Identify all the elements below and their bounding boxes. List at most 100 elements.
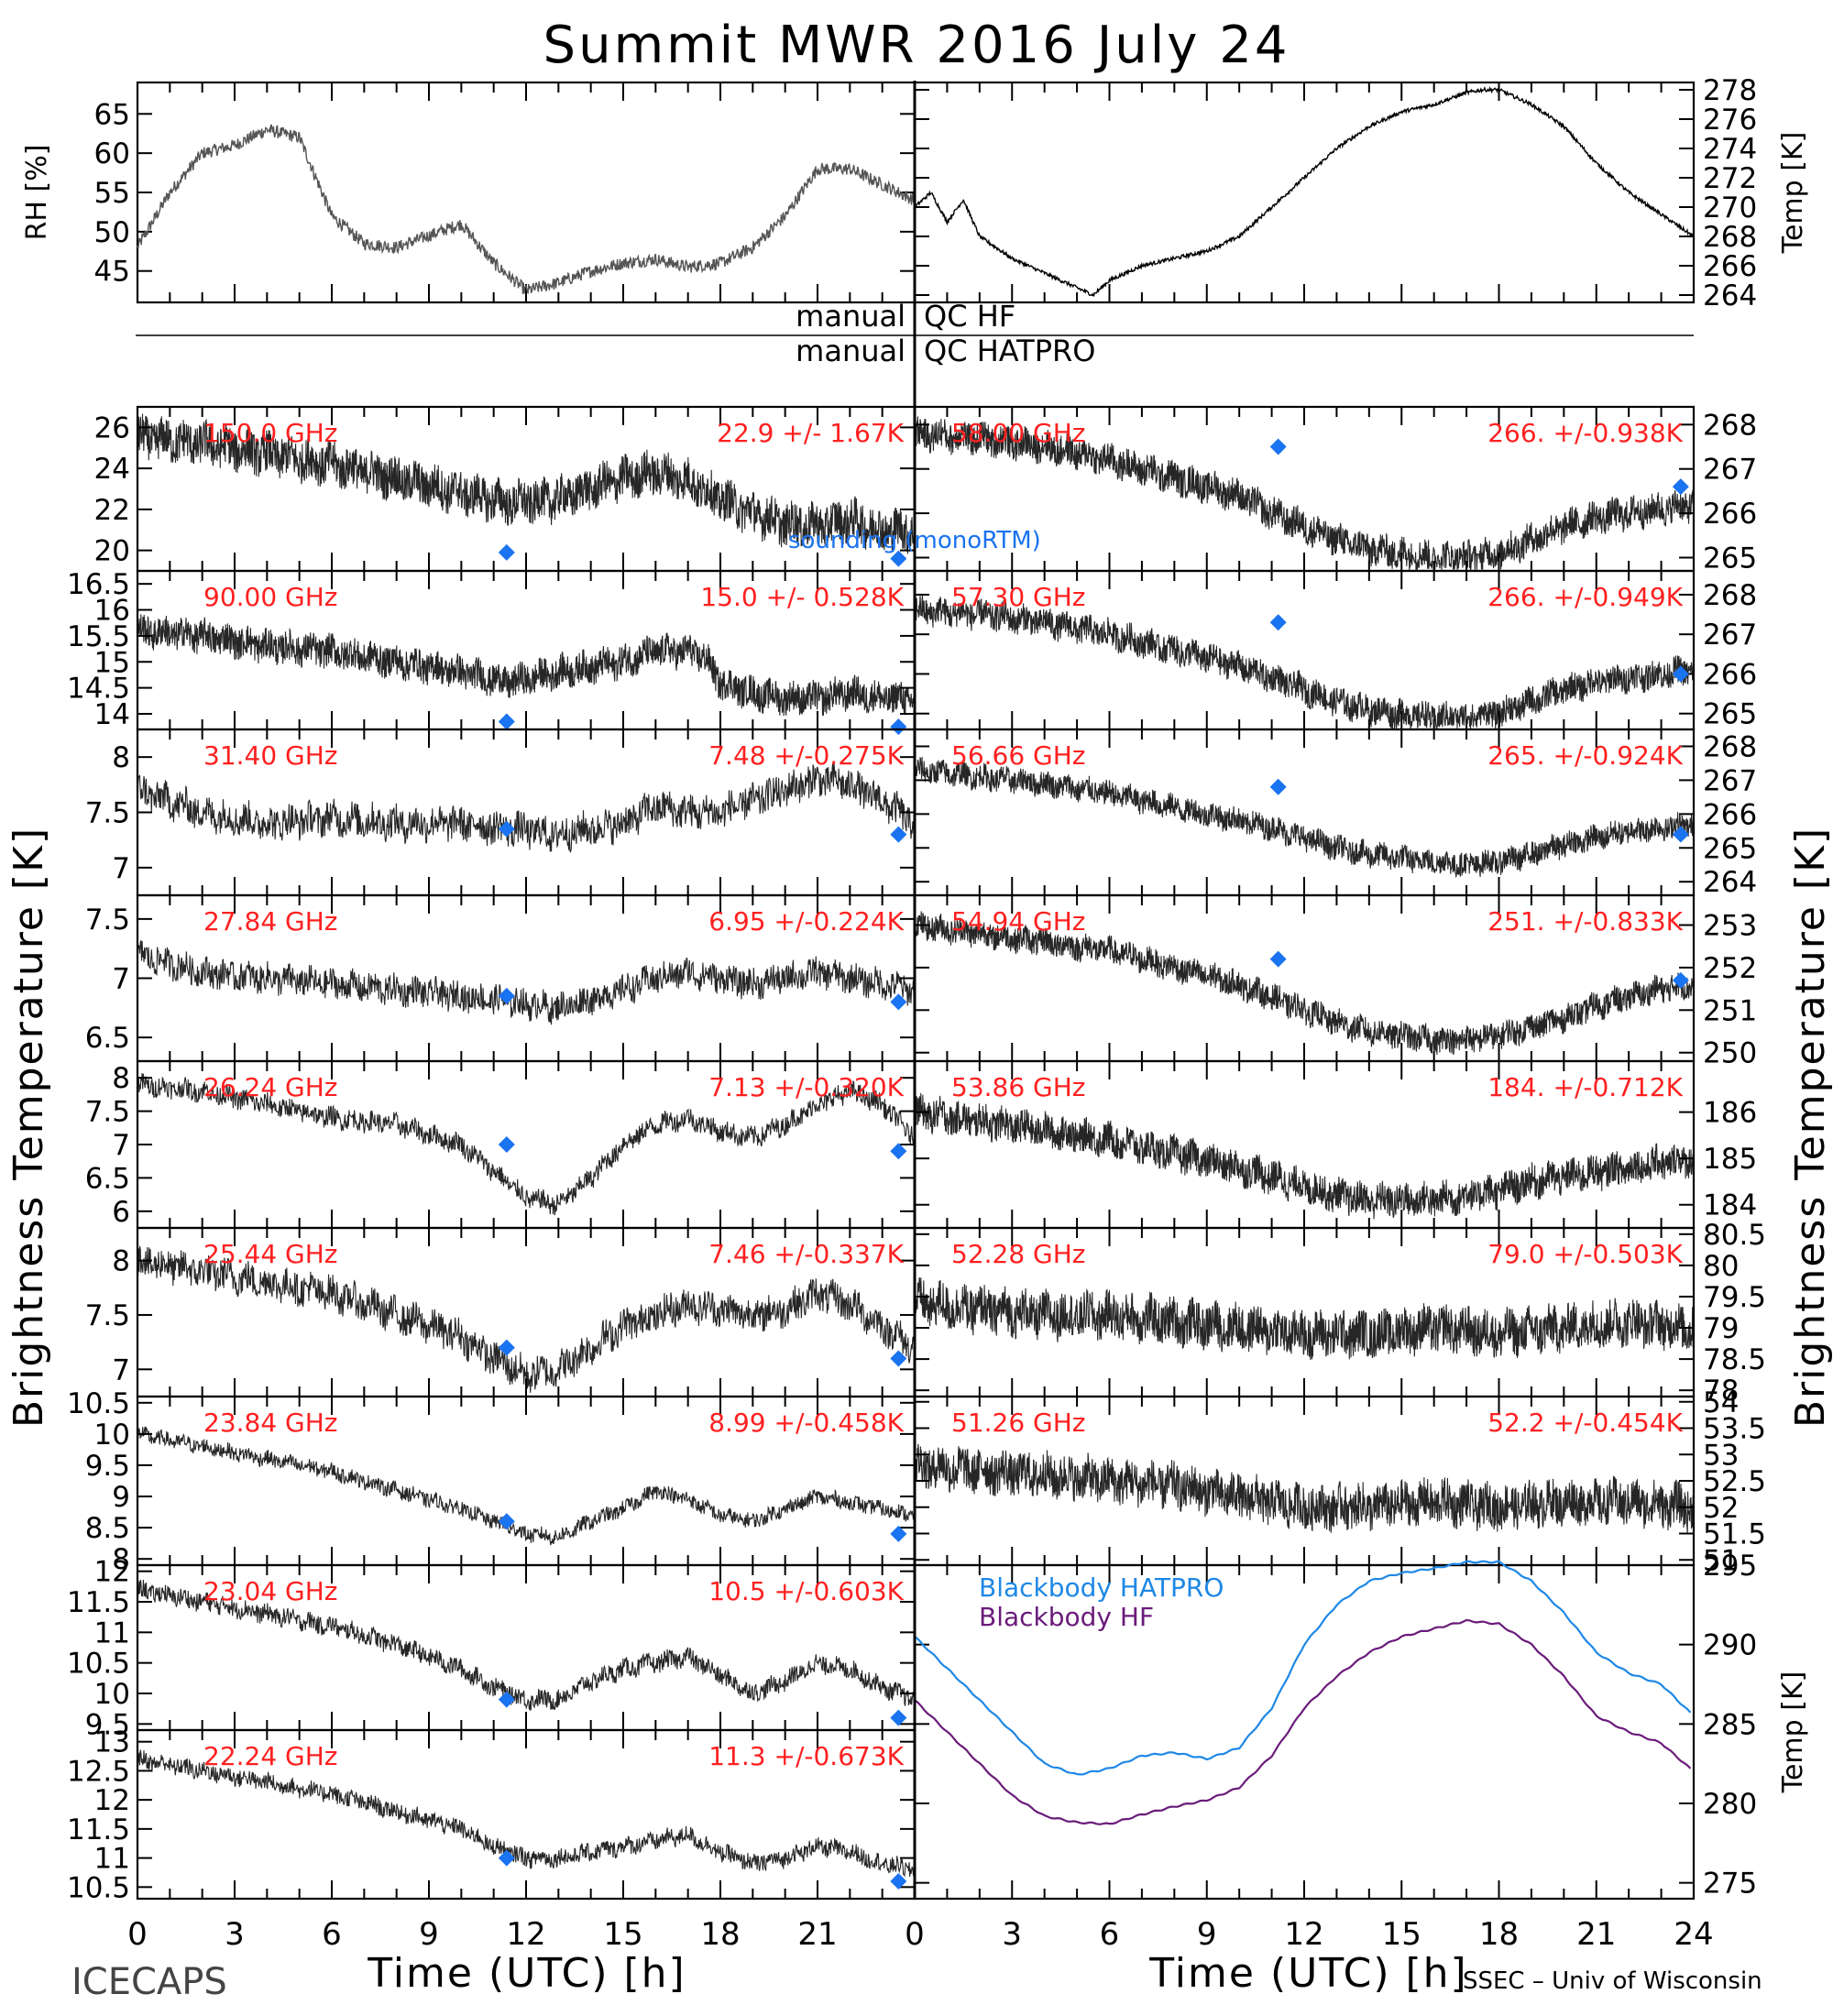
panel-ch31: 7 7.5 8 31.40 GHz 7.48 +/-0.275K [85,728,916,897]
stats-label: 10.5 +/-0.603K [708,1576,904,1606]
footer-left: ICECAPS [71,1961,227,2003]
ytick-label: 265 [1703,698,1757,731]
sounding-diamond [890,550,907,567]
sounding-diamond [890,826,907,843]
ytick-label: 253 [1703,909,1757,942]
freq-label: 23.84 GHz [203,1408,338,1438]
data-trace-ch57 [914,595,1695,730]
data-trace-ch53 [914,1092,1695,1220]
ytick-label: 52.5 [1703,1465,1766,1498]
freq-label: 58.00 GHz [951,418,1086,448]
ytick-label: 266 [1703,658,1757,691]
ytick-label: 274 [1703,133,1757,166]
data-trace-ch23_84 [137,1426,916,1546]
ytick-label: 79 [1703,1312,1739,1345]
sounding-diamond [1672,971,1689,989]
qc-label-hf: QC HF [924,299,1015,334]
sounding-diamond [1269,614,1287,631]
freq-label: 26.24 GHz [203,1072,338,1102]
ytick-label: 80.5 [1703,1219,1766,1252]
panel-bb: 275 280 285 290 295 Blackbody HATPROBlackbody… [913,1550,1809,1901]
ytick-label: 11 [94,1843,130,1876]
data-trace-ch58 [914,416,1695,571]
ytick-label: 7 [112,963,130,996]
xtick-label-left: 9 [419,1916,439,1953]
ytick-label: 6.5 [85,1022,130,1055]
sounding-diamond [498,1691,515,1708]
panel-ylabel: Temp [K] [1777,132,1809,255]
data-trace-ch51 [914,1443,1695,1533]
ytick-label: 20 [94,535,130,568]
sounding-diamond [498,1136,515,1153]
ytick-label: 10.5 [67,1871,130,1904]
line-trace-temp [914,85,1695,297]
ytick-label: 15 [94,646,130,679]
ytick-label: 268 [1703,221,1757,254]
ytick-label: 8 [112,1245,130,1278]
freq-label: 150.0 GHz [203,418,338,448]
ytick-label: 10 [94,1678,130,1711]
ytick-label: 10.5 [67,1387,130,1420]
line-trace-rh [137,124,916,295]
ytick-label: 275 [1703,1868,1757,1901]
ytick-label: 268 [1703,730,1757,763]
ytick-label: 10 [94,1419,130,1452]
xtick-label-right: 6 [1100,1916,1120,1953]
stats-label: 266. +/-0.949K [1487,582,1683,612]
ytick-label: 78.5 [1703,1343,1766,1376]
ytick-label: 270 [1703,192,1757,225]
ytick-label: 267 [1703,619,1757,652]
panel-ch53: 184 185 186 53.86 GHz 184. +/-0.712K [913,1059,1757,1230]
figure-title: Summit MWR 2016 July 24 [543,16,1290,75]
xlabel-left: Time (UTC) [h] [367,1950,686,1997]
sounding-diamond [498,713,515,730]
sounding-diamond [1672,826,1689,843]
panel-ch25: 7 7.5 8 25.44 GHz 7.46 +/-0.337K [85,1226,916,1398]
freq-label: 51.26 GHz [951,1408,1086,1438]
ytick-label: 53 [1703,1439,1739,1472]
freq-label: 27.84 GHz [203,906,338,937]
stats-label: 22.9 +/- 1.67K [717,418,904,448]
ytick-label: 78 [1703,1375,1739,1408]
xtick-label-right: 15 [1382,1916,1421,1953]
stats-label: 79.0 +/-0.503K [1487,1239,1683,1269]
freq-label: 31.40 GHz [203,740,338,771]
ytick-label: 6 [112,1196,130,1229]
ytick-label: 14.5 [67,673,130,706]
ytick-label: 265 [1703,832,1757,865]
panel-frame [913,81,1696,304]
ytick-label: 267 [1703,454,1757,487]
ytick-label: 6.5 [85,1162,130,1195]
ytick-label: 8 [112,1062,130,1095]
panel-ch27: 6.5 7 7.5 27.84 GHz 6.95 +/-0.224K [85,893,916,1063]
legend-entry-1: Blackbody HF [979,1602,1154,1632]
freq-label: 22.24 GHz [203,1741,338,1771]
stats-label: 251. +/-0.833K [1487,906,1683,937]
panel-ch26: 66.577.58 26.24 GHz 7.13 +/-0.320K [85,1059,916,1230]
ytick-label: 13 [94,1726,130,1759]
panel-ch57: 265 266 267 268 57.30 GHz 266. +/-0.949K [913,569,1757,731]
stats-label: 11.3 +/-0.673K [708,1741,904,1771]
sounding-diamond [498,1339,515,1356]
ytick-label: 7.5 [85,1299,130,1332]
xtick-label-left: 21 [797,1916,837,1953]
stats-label: 7.46 +/-0.337K [708,1239,904,1269]
ytick-label: 53.5 [1703,1413,1766,1446]
x-axis-labels: 0 3 6 9 12 15 18 21 0 3 6 9 12 15 18 21 24 [127,1916,1713,1953]
footer-right: SSEC – Univ of Wisconsin [1463,1967,1762,1995]
sounding-diamond [890,1709,907,1726]
xtick-label-right: 3 [1002,1916,1022,1953]
data-trace-ch56 [914,756,1695,879]
ytick-label: 186 [1703,1097,1757,1130]
freq-label: 56.66 GHz [951,740,1086,771]
ytick-label: 266 [1703,498,1757,531]
ytick-label: 52 [1703,1492,1739,1525]
